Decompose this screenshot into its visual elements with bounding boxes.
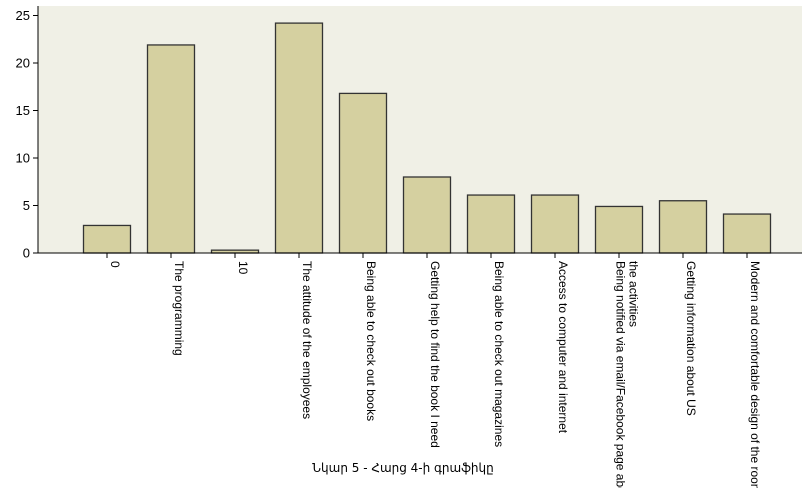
bar <box>658 200 708 254</box>
x-tick-label: Getting information about US <box>684 261 698 416</box>
y-tick-label: 0 <box>23 246 30 261</box>
bar <box>82 224 132 254</box>
bar <box>722 213 772 254</box>
y-tick-label: 15 <box>16 103 30 118</box>
bar <box>146 44 196 254</box>
x-tick-label: The attitude of the employees <box>300 261 314 419</box>
x-tick-label: 10 <box>236 261 250 275</box>
bar <box>338 92 388 254</box>
x-tick-label: Being notified via email/Facebook page a… <box>614 261 628 488</box>
y-tick-label: 10 <box>16 151 30 166</box>
bar <box>530 194 580 254</box>
x-tick-label: Access to computer and internet <box>556 261 570 434</box>
x-tick-label: Being able to check out magazines <box>492 261 506 447</box>
figure-caption: Նկար 5 - Հարց 4-ի գրաֆիկը <box>312 461 494 475</box>
bar <box>594 205 644 254</box>
y-tick-label: 5 <box>23 198 30 213</box>
bar <box>466 194 516 254</box>
x-tick-label: the activities <box>627 261 641 327</box>
x-tick-label: Being able to check out books <box>364 261 378 421</box>
y-tick-label: 25 <box>16 8 30 23</box>
x-tick-label: The programming <box>172 261 186 356</box>
bar <box>402 176 452 254</box>
x-tick-label: Modern and comfortable design of the roo… <box>748 261 762 488</box>
y-tick-label: 20 <box>16 56 30 71</box>
x-tick-label: 0 <box>108 261 122 268</box>
bar <box>274 22 324 254</box>
x-tick-label: Getting help to find the book I need <box>428 261 442 448</box>
